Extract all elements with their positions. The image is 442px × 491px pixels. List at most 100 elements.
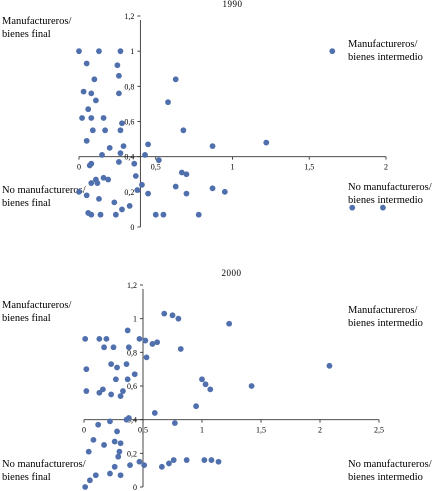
quadrant-label-top-left: Manufactureros/bienes final [2,16,71,40]
data-point [349,204,356,211]
data-point [79,115,85,121]
data-point [201,457,208,463]
quadrant-label-bottom-left: No manufactureros/bienes final [2,459,86,483]
data-point [149,341,156,347]
data-point [102,127,108,134]
data-point [116,90,122,97]
data-point [142,152,148,158]
x-tick-label: 1 [200,426,204,435]
data-point [101,442,107,448]
data-point [108,391,115,398]
data-point [170,457,177,463]
y-tick-label: 0 [133,483,137,491]
data-point [89,127,96,134]
data-point [82,335,89,342]
data-point [76,48,82,55]
data-point [202,381,209,388]
data-point [86,162,93,169]
y-tick-label: 0,4 [127,416,137,425]
data-point [183,190,190,197]
data-point [83,192,90,199]
data-point [83,366,90,373]
y-tick-label: 0,2 [124,188,134,197]
data-point [161,310,168,317]
data-point [96,335,103,342]
data-point [83,388,90,394]
data-point [172,183,179,190]
data-point [114,364,120,371]
data-point [87,477,93,484]
data-point [154,339,161,346]
quadrant-label-top-left: Manufactureros/bienes final [2,300,71,324]
data-point [97,211,104,218]
data-point [116,159,122,165]
data-point [124,376,131,383]
x-tick-label: 2 [318,426,322,435]
chart-0: 1990 0 0,5 1 1,5 2 0 0,2 0,4 0,6 0,8 1 1,2 Manufactur… [2,0,432,232]
data-point [85,448,92,455]
data-point [116,72,122,79]
data-point [141,462,148,469]
data-point [199,376,205,383]
data-point [123,361,130,368]
data-point [95,421,102,428]
data-point [326,362,333,369]
y-tick-label: 0,6 [124,118,134,127]
data-point [80,88,87,95]
x-tick-label: 0 [77,163,81,172]
data-point [88,211,95,218]
data-point [134,187,141,193]
data-point [114,428,120,435]
data-point [193,403,200,410]
x-tick-label: 2,5 [374,426,384,435]
data-point [126,203,133,209]
data-point [112,211,119,218]
chart-title: 2000 [222,268,242,278]
data-point [96,389,103,396]
data-point [175,315,182,322]
data-point [221,188,228,195]
data-point [94,180,101,186]
y-tick-label: 0 [130,223,134,232]
data-point [108,361,115,368]
x-tick-label: 1,5 [256,426,266,435]
data-point [131,371,138,378]
data-point [169,312,176,319]
data-point [136,458,143,465]
data-point [226,320,233,327]
data-point [380,204,386,211]
quadrant-label-bottom-left: No manufactureros/bienes final [2,185,86,209]
data-point [88,115,95,121]
quadrant-label-top-right: Manufactureros/bienes intermedio [348,39,423,63]
data-point [158,463,165,470]
data-point [92,472,99,479]
data-point [119,120,125,127]
x-tick-label: 0,5 [151,163,161,172]
x-tick-label: 1,5 [304,163,314,172]
data-point [92,97,99,104]
quadrant-label-bottom-right: No manufactureros/bienes intermedio [348,459,432,483]
y-tick-label: 0,8 [127,348,137,357]
data-point [136,335,143,342]
data-point [215,458,222,465]
data-point [177,346,184,352]
data-point [180,127,187,134]
data-point [160,211,167,218]
data-point [143,354,150,361]
chart-title: 1990 [223,0,243,9]
x-tick-label: 2 [384,163,388,172]
data-point [112,376,119,383]
data-point [76,188,82,195]
data-point [107,470,113,477]
data-point [248,383,255,389]
x-tick-label: 0 [82,426,86,435]
y-tick-label: 0,2 [127,449,137,458]
data-point [96,195,102,202]
data-point [116,448,123,455]
y-tick-label: 0,6 [127,382,137,391]
data-point [178,169,185,176]
y-tick-label: 0,4 [124,153,134,162]
data-point [85,106,92,113]
y-tick-label: 1 [133,315,137,324]
data-point [106,144,113,151]
